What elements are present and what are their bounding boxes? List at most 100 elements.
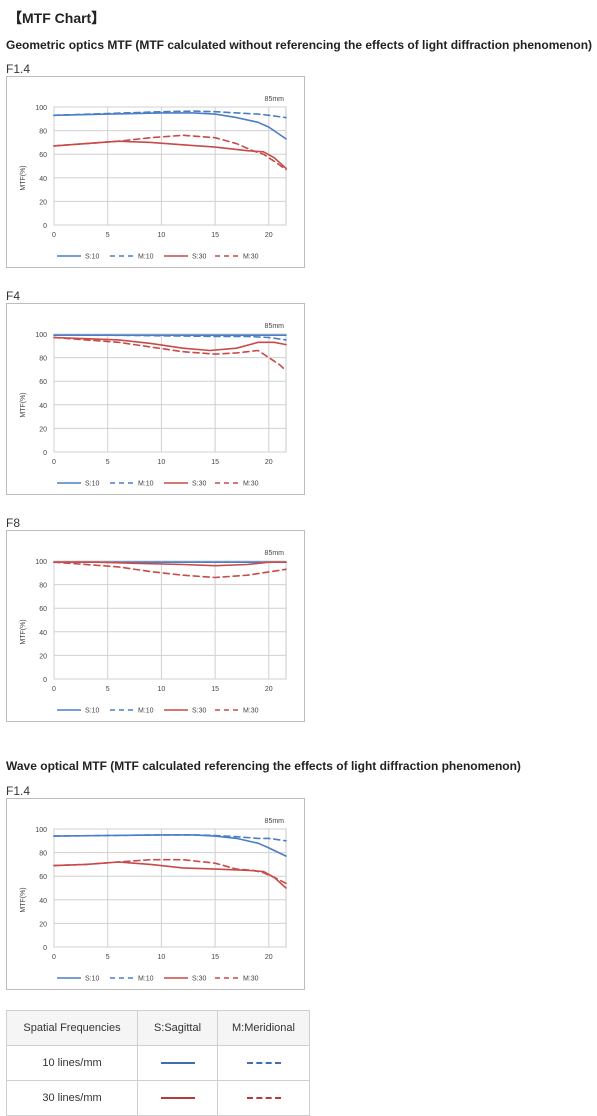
- chart-2-svg: 0 20 40 60 80 100 0 5 10 15 20 MTF(%) 85mm S:10 M:10 S:…: [20, 323, 287, 488]
- legend-row-30: 30 lines/mm: [6, 1080, 310, 1116]
- x-tick-label: 20: [265, 954, 273, 961]
- legend-label: M:10: [138, 708, 154, 715]
- legend-label: S:30: [192, 254, 207, 261]
- meridional-10-swatch: [246, 1062, 281, 1065]
- x-tick-label: 20: [265, 459, 273, 466]
- legend-label: S:30: [192, 976, 207, 983]
- x-tick-label: 15: [211, 232, 219, 239]
- x-tick-label: 0: [52, 232, 56, 239]
- x-tick-label: 10: [158, 686, 166, 693]
- legend-label: M:30: [243, 976, 259, 983]
- legend-label: M:30: [243, 708, 259, 715]
- meridional-30-swatch: [246, 1097, 281, 1100]
- plot-area: [53, 106, 287, 226]
- chart-1-aperture: F1.4: [6, 62, 31, 76]
- series-line-m-30: [53, 858, 287, 885]
- series-line-s-30: [53, 336, 287, 352]
- legend-label: M:10: [138, 481, 154, 488]
- y-tick-label: 40: [39, 898, 47, 905]
- y-tick-label: 0: [43, 945, 47, 952]
- chart-4-svg: 0 20 40 60 80 100 0 5 10 15 20 MTF(%) 85mm S:10 M:10 S:…: [20, 818, 287, 983]
- x-tick-label: 20: [265, 232, 273, 239]
- legend-row-10-sagittal-cell: [137, 1045, 218, 1081]
- y-tick-label: 100: [35, 332, 47, 339]
- y-tick-label: 60: [39, 152, 47, 159]
- x-tick-label: 10: [158, 954, 166, 961]
- y-tick-label: 40: [39, 403, 47, 410]
- y-tick-label: 20: [39, 199, 47, 206]
- x-tick-label: 5: [106, 686, 110, 693]
- x-tick-label: 0: [52, 954, 56, 961]
- y-axis-label: MTF(%): [20, 165, 27, 190]
- y-tick-label: 20: [39, 921, 47, 928]
- y-tick-label: 100: [35, 559, 47, 566]
- legend-table: Spatial Frequencies S:Sagittal M:Meridio…: [6, 1010, 310, 1116]
- wave-heading: Wave optical MTF (MTF calculated referen…: [6, 759, 521, 773]
- legend-row-10-label: 10 lines/mm: [6, 1045, 138, 1081]
- x-tick-label: 5: [106, 232, 110, 239]
- chart-4: 0 20 40 60 80 100 0 5 10 15 20 MTF(%) 85mm S:10 M:10 S:…: [6, 798, 305, 990]
- chart-4-aperture: F1.4: [6, 784, 31, 798]
- legend-row-30-meridional-cell: [217, 1080, 310, 1116]
- x-tick-label: 15: [211, 954, 219, 961]
- series-line-m-30: [53, 336, 287, 372]
- x-tick-label: 5: [106, 459, 110, 466]
- y-tick-label: 40: [39, 630, 47, 637]
- chart-3: 0 20 40 60 80 100 0 5 10 15 20 MTF(%) 85mm S:10 M:10 S:…: [6, 530, 305, 722]
- legend-label: M:30: [243, 481, 259, 488]
- y-tick-label: 20: [39, 426, 47, 433]
- chart-2-aperture: F4: [6, 289, 21, 303]
- legend-row-30-sagittal-cell: [137, 1080, 218, 1116]
- x-tick-label: 5: [106, 954, 110, 961]
- x-tick-label: 10: [158, 459, 166, 466]
- legend-row-10: 10 lines/mm: [6, 1045, 310, 1081]
- y-tick-label: 0: [43, 677, 47, 684]
- y-tick-label: 60: [39, 606, 47, 613]
- y-tick-label: 80: [39, 851, 47, 858]
- x-tick-label: 10: [158, 232, 166, 239]
- legend-label: S:10: [85, 254, 100, 261]
- y-tick-label: 80: [39, 356, 47, 363]
- series-line-m-10: [53, 334, 287, 341]
- series-line-m-30: [53, 134, 287, 171]
- y-tick-label: 60: [39, 874, 47, 881]
- series-line-m-10: [53, 834, 287, 842]
- focal-length-annotation: 85mm: [265, 323, 285, 330]
- sagittal-30-swatch: [160, 1097, 195, 1100]
- chart-3-aperture: F8: [6, 516, 21, 530]
- y-axis-label: MTF(%): [20, 392, 27, 417]
- legend-label: S:30: [192, 481, 207, 488]
- geometric-heading: Geometric optics MTF (MTF calculated wit…: [6, 38, 593, 52]
- y-tick-label: 80: [39, 129, 47, 136]
- legend-label: M:10: [138, 976, 154, 983]
- focal-length-annotation: 85mm: [265, 550, 285, 557]
- y-axis-label: MTF(%): [20, 887, 27, 912]
- y-tick-label: 100: [35, 105, 47, 112]
- chart-2: 0 20 40 60 80 100 0 5 10 15 20 MTF(%) 85mm S:10 M:10 S:…: [6, 303, 305, 495]
- y-tick-label: 0: [43, 450, 47, 457]
- focal-length-annotation: 85mm: [265, 818, 285, 825]
- series-line-m-10: [53, 110, 287, 119]
- x-tick-label: 0: [52, 686, 56, 693]
- legend-label: M:30: [243, 254, 259, 261]
- legend-label: M:10: [138, 254, 154, 261]
- page-title: 【MTF Chart】: [8, 10, 106, 26]
- plot-area: [53, 560, 287, 680]
- y-tick-label: 40: [39, 176, 47, 183]
- y-tick-label: 60: [39, 379, 47, 386]
- chart-3-svg: 0 20 40 60 80 100 0 5 10 15 20 MTF(%) 85mm S:10 M:10 S:…: [20, 550, 287, 715]
- series-line-s-30: [53, 561, 287, 567]
- series-line-s-30: [53, 140, 287, 170]
- plot-area: [53, 828, 287, 948]
- sagittal-10-swatch: [160, 1062, 195, 1065]
- legend-row-10-meridional-cell: [217, 1045, 310, 1081]
- y-tick-label: 20: [39, 653, 47, 660]
- legend-label: S:10: [85, 481, 100, 488]
- x-tick-label: 15: [211, 686, 219, 693]
- chart-1: 0 20 40 60 80 100 0 5 10 15 20 MTF(%) 85mm S:10 M:10 S:…: [6, 76, 305, 268]
- legend-label: S:10: [85, 708, 100, 715]
- chart-1-svg: 0 20 40 60 80 100 0 5 10 15 20 MTF(%) 85mm S:10 M:10 S:…: [20, 96, 287, 261]
- y-tick-label: 80: [39, 583, 47, 590]
- legend-header-sagittal: S:Sagittal: [137, 1010, 218, 1046]
- legend-header-meridional: M:Meridional: [217, 1010, 310, 1046]
